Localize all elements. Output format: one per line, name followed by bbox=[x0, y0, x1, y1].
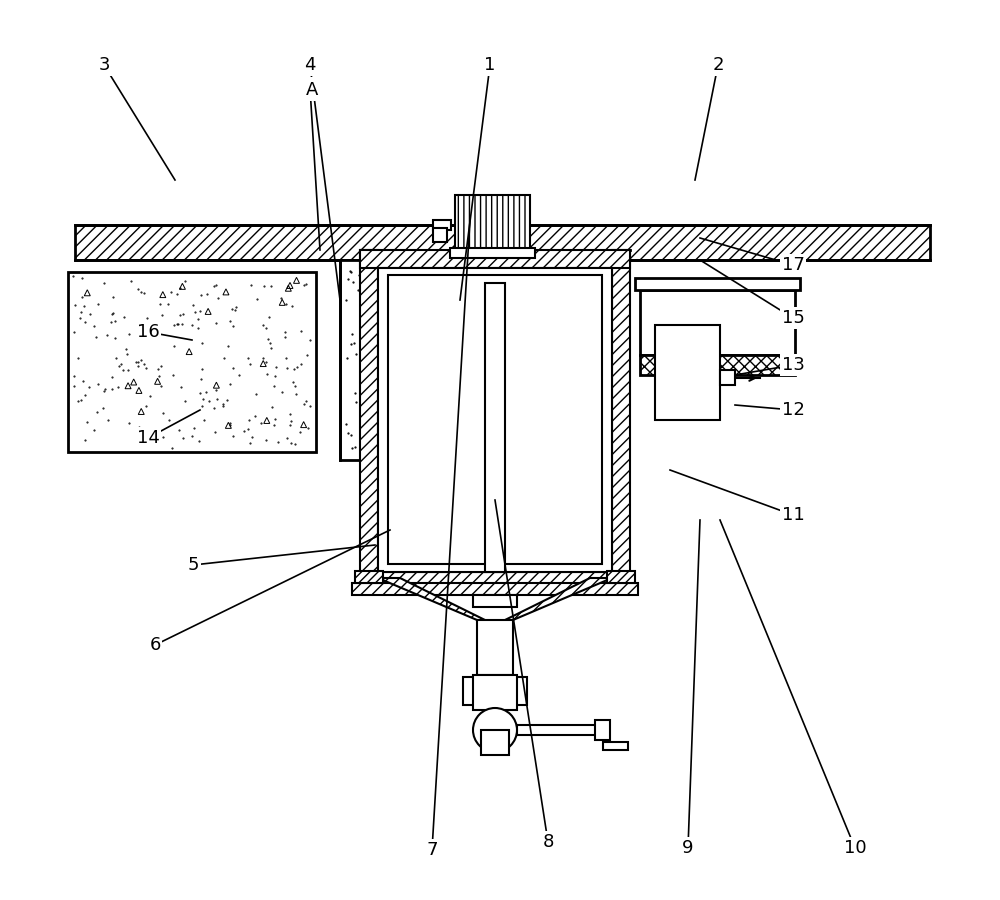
Bar bbox=[481, 730, 509, 755]
Text: 10: 10 bbox=[844, 839, 866, 857]
Bar bbox=[603, 742, 628, 750]
Bar bbox=[655, 325, 720, 420]
Circle shape bbox=[473, 708, 517, 752]
Bar bbox=[433, 228, 447, 242]
Bar bbox=[450, 248, 535, 258]
Bar bbox=[125, 278, 290, 290]
Text: 8: 8 bbox=[542, 833, 554, 851]
Text: 9: 9 bbox=[682, 839, 694, 857]
Polygon shape bbox=[505, 578, 612, 620]
Bar bbox=[640, 290, 795, 355]
Text: 14: 14 bbox=[137, 429, 159, 447]
Bar bbox=[612, 250, 630, 590]
Text: 6: 6 bbox=[149, 636, 161, 654]
Bar bbox=[635, 278, 800, 290]
Bar bbox=[378, 268, 612, 572]
Bar bbox=[130, 355, 285, 375]
Text: A: A bbox=[306, 81, 318, 99]
Bar bbox=[340, 260, 570, 460]
Text: 11: 11 bbox=[782, 506, 804, 524]
Bar bbox=[473, 675, 517, 710]
Bar bbox=[352, 583, 638, 595]
Bar bbox=[455, 195, 530, 250]
Bar bbox=[355, 571, 383, 583]
Bar bbox=[360, 250, 630, 268]
Bar bbox=[517, 725, 602, 735]
Bar bbox=[485, 283, 505, 572]
Bar bbox=[68, 272, 316, 452]
Bar bbox=[433, 220, 451, 230]
Text: 1: 1 bbox=[484, 56, 496, 74]
Text: 5: 5 bbox=[187, 556, 199, 574]
Text: 16: 16 bbox=[137, 323, 159, 341]
Text: A: A bbox=[304, 79, 316, 97]
Bar bbox=[473, 595, 517, 607]
Bar bbox=[388, 275, 602, 564]
Text: 15: 15 bbox=[782, 309, 804, 327]
Text: 13: 13 bbox=[782, 356, 804, 374]
Text: 17: 17 bbox=[782, 256, 804, 274]
Bar bbox=[360, 572, 630, 590]
Text: 2: 2 bbox=[712, 56, 724, 74]
Text: 3: 3 bbox=[98, 56, 110, 74]
Text: 7: 7 bbox=[426, 841, 438, 859]
Bar bbox=[75, 225, 930, 260]
Bar bbox=[640, 355, 795, 375]
Bar bbox=[595, 720, 610, 740]
Bar bbox=[130, 290, 285, 355]
Bar bbox=[463, 677, 527, 705]
Bar bbox=[607, 571, 635, 583]
Bar bbox=[720, 370, 735, 385]
Bar bbox=[477, 620, 513, 675]
Text: 4: 4 bbox=[304, 56, 316, 74]
Bar bbox=[360, 250, 378, 590]
Polygon shape bbox=[378, 578, 485, 620]
Text: 12: 12 bbox=[782, 401, 804, 419]
